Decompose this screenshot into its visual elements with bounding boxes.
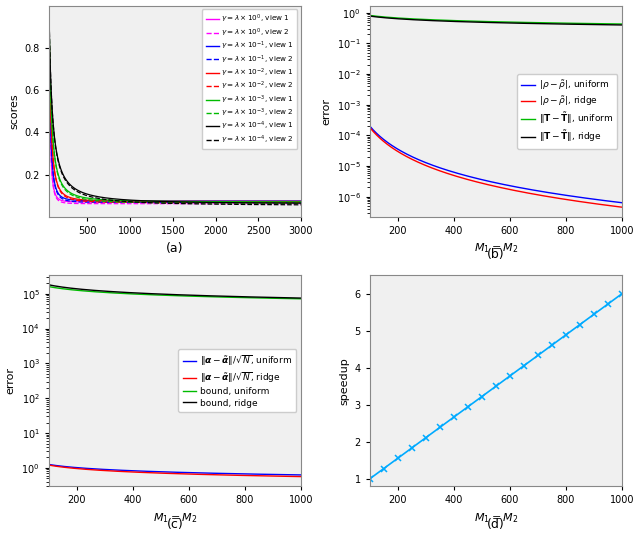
Text: (d): (d) [487,518,505,531]
Text: (b): (b) [487,248,505,261]
Legend: $\|\boldsymbol{\alpha} - \tilde{\boldsymbol{\alpha}}\|/\sqrt{N}$, uniform, $\|\b: $\|\boldsymbol{\alpha} - \tilde{\boldsym… [178,349,296,412]
Legend: $\gamma = \lambda \times 10^{0}$, view 1, $\gamma = \lambda \times 10^{0}$, view: $\gamma = \lambda \times 10^{0}$, view 1… [202,10,298,149]
Legend: $|\rho - \tilde{\rho}|$, uniform, $|\rho - \tilde{\rho}|$, ridge, $\|\mathbf{T} : $|\rho - \tilde{\rho}|$, uniform, $|\rho… [517,74,618,149]
Y-axis label: scores: scores [9,93,19,129]
X-axis label: $M_1 = M_2$: $M_1 = M_2$ [153,511,197,524]
X-axis label: $M_1 = M_2$: $M_1 = M_2$ [474,241,518,255]
Y-axis label: error: error [321,98,331,125]
Text: (c): (c) [166,518,183,531]
X-axis label: $M_1 = M_2$: $M_1 = M_2$ [474,511,518,524]
Y-axis label: error: error [6,367,16,394]
Text: (a): (a) [166,242,184,255]
Y-axis label: speedup: speedup [339,357,349,405]
